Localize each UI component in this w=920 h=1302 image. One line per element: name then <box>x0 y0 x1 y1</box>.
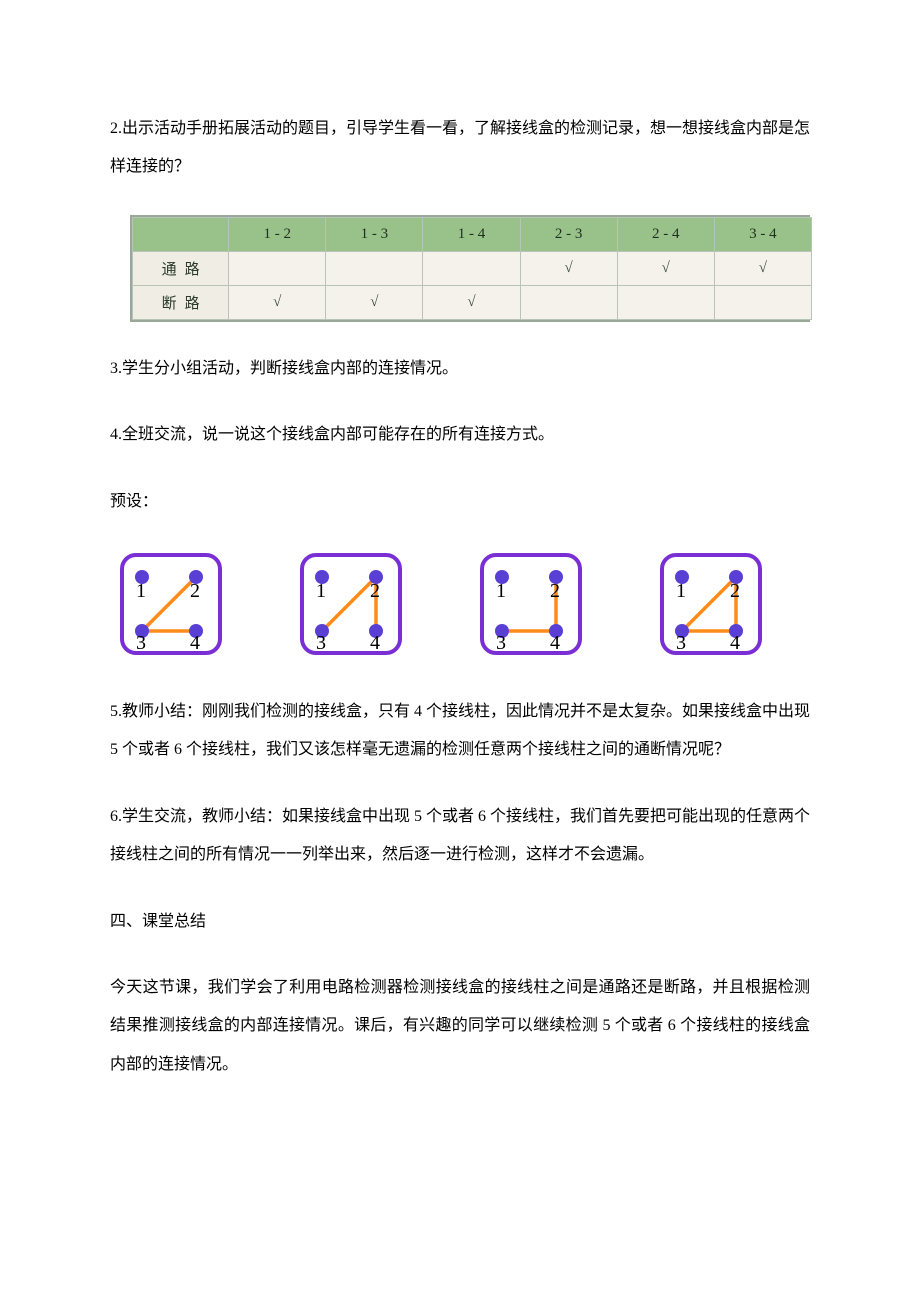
th-14: 1 - 4 <box>423 217 520 251</box>
table-row: 通路 √ √ √ <box>133 251 812 285</box>
th-34: 3 - 4 <box>714 217 811 251</box>
cell <box>423 251 520 285</box>
cell <box>714 285 811 319</box>
svg-text:1: 1 <box>136 580 146 602</box>
diagram-row: 1 2 3 4 1 2 3 4 1 2 3 4 1 2 3 4 <box>116 549 810 659</box>
cell: √ <box>520 251 617 285</box>
cell: √ <box>229 285 326 319</box>
table-row: 断路 √ √ √ <box>133 285 812 319</box>
diagram-1: 1 2 3 4 <box>116 549 226 659</box>
svg-text:2: 2 <box>730 580 740 602</box>
svg-text:2: 2 <box>550 580 560 602</box>
cell: √ <box>714 251 811 285</box>
diagram-2: 1 2 3 4 <box>296 549 406 659</box>
th-23: 2 - 3 <box>520 217 617 251</box>
svg-text:3: 3 <box>496 632 506 654</box>
cell <box>229 251 326 285</box>
paragraph-5: 5.教师小结：刚刚我们检测的接线盒，只有 4 个接线柱，因此情况并不是太复杂。如… <box>110 693 810 770</box>
diagram-3: 1 2 3 4 <box>476 549 586 659</box>
paragraph-6: 6.学生交流，教师小结：如果接线盒中出现 5 个或者 6 个接线柱，我们首先要把… <box>110 798 810 875</box>
svg-text:2: 2 <box>190 580 200 602</box>
cell <box>617 285 714 319</box>
paragraph-2: 2.出示活动手册拓展活动的题目，引导学生看一看，了解接线盒的检测记录，想一想接线… <box>110 110 810 187</box>
th-13: 1 - 3 <box>326 217 423 251</box>
paragraph-summary: 今天这节课，我们学会了利用电路检测器检测接线盒的接线柱之间是通路还是断路，并且根… <box>110 969 810 1084</box>
svg-text:2: 2 <box>370 580 380 602</box>
cell: √ <box>423 285 520 319</box>
svg-text:3: 3 <box>316 632 326 654</box>
svg-text:3: 3 <box>136 632 146 654</box>
table-header-row: 1 - 2 1 - 3 1 - 4 2 - 3 2 - 4 3 - 4 <box>133 217 812 251</box>
cell <box>520 285 617 319</box>
paragraph-3: 3.学生分小组活动，判断接线盒内部的连接情况。 <box>110 350 810 388</box>
svg-text:3: 3 <box>676 632 686 654</box>
svg-text:1: 1 <box>496 580 506 602</box>
row-label-duanlu: 断路 <box>133 285 229 319</box>
svg-text:1: 1 <box>676 580 686 602</box>
row-label-tonglu: 通路 <box>133 251 229 285</box>
th-24: 2 - 4 <box>617 217 714 251</box>
detection-table: 1 - 2 1 - 3 1 - 4 2 - 3 2 - 4 3 - 4 通路 √… <box>130 215 810 322</box>
cell <box>326 251 423 285</box>
diagram-4: 1 2 3 4 <box>656 549 766 659</box>
paragraph-4: 4.全班交流，说一说这个接线盒内部可能存在的所有连接方式。 <box>110 416 810 454</box>
th-12: 1 - 2 <box>229 217 326 251</box>
svg-text:4: 4 <box>190 632 200 654</box>
svg-text:4: 4 <box>370 632 380 654</box>
paragraph-section4: 四、课堂总结 <box>110 903 810 941</box>
svg-text:4: 4 <box>730 632 740 654</box>
cell: √ <box>617 251 714 285</box>
paragraph-yushe: 预设： <box>110 483 810 521</box>
svg-text:1: 1 <box>316 580 326 602</box>
cell: √ <box>326 285 423 319</box>
svg-text:4: 4 <box>550 632 560 654</box>
th-blank <box>133 217 229 251</box>
